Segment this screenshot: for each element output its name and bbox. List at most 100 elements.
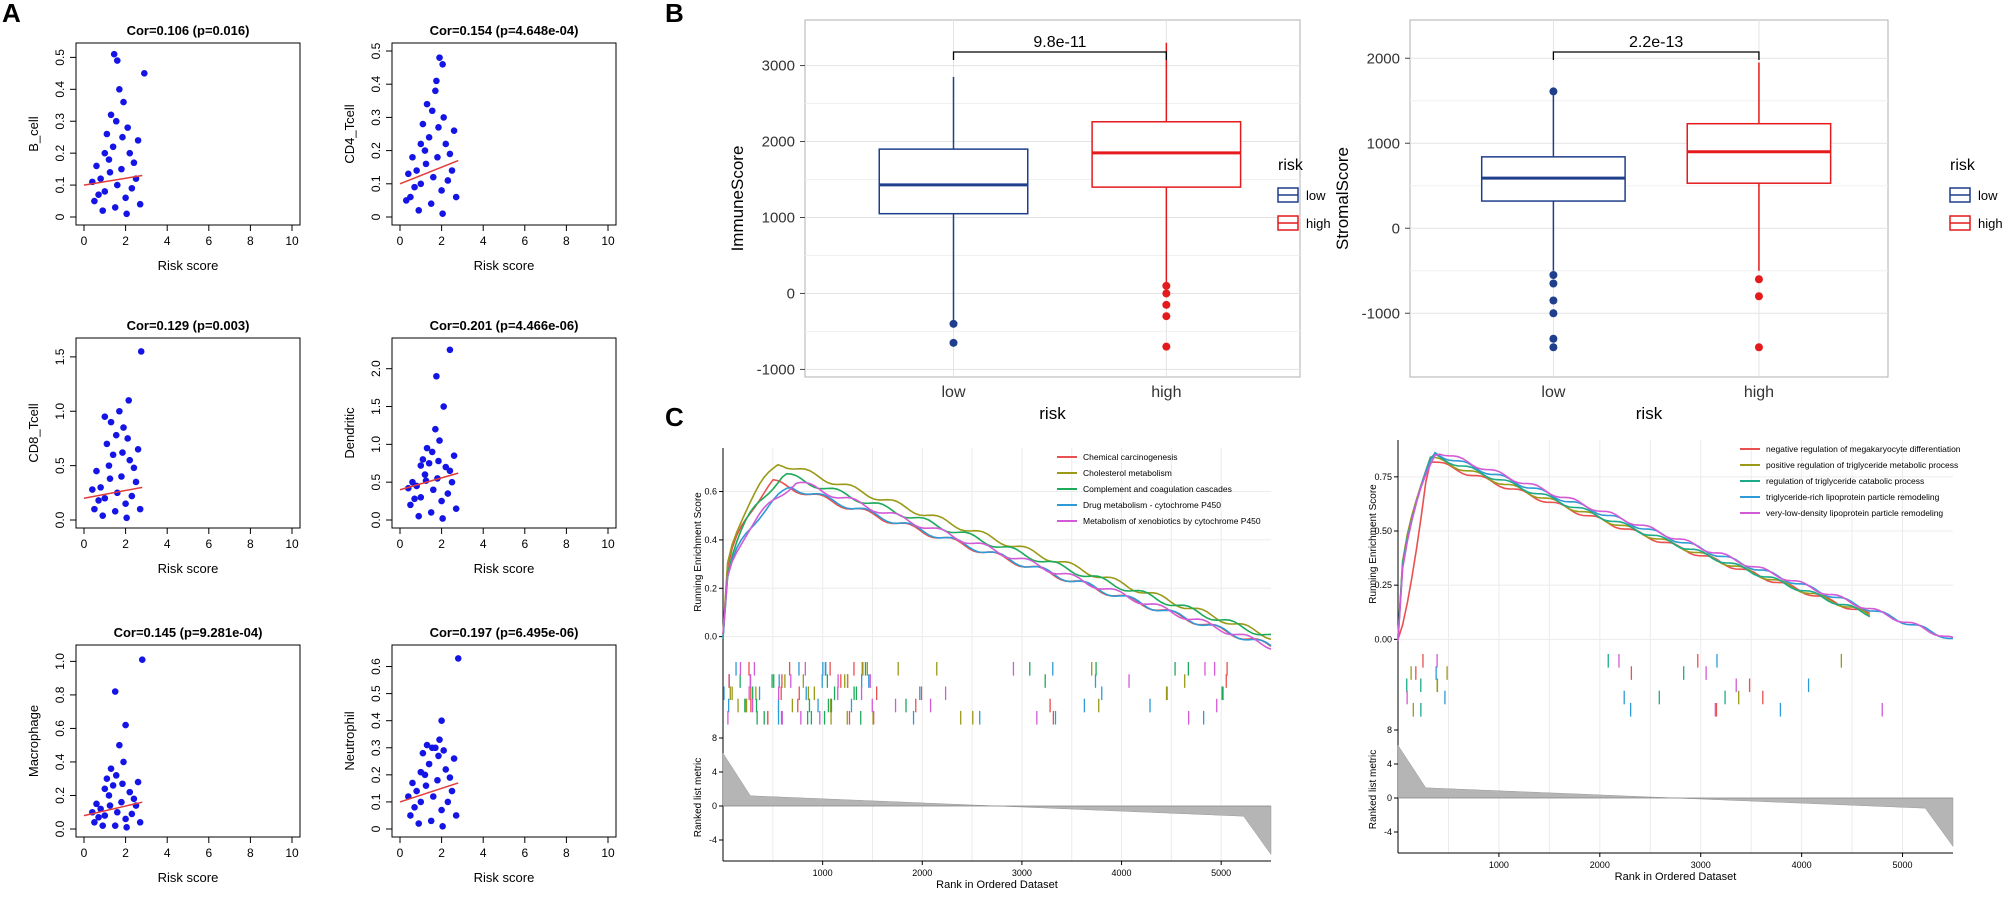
plot-title: Cor=0.106 (p=0.016) [127, 23, 250, 38]
x-tick-label: high [1744, 384, 1774, 401]
data-point [429, 793, 437, 800]
outlier-point [1162, 342, 1171, 351]
y-tick-label: 4 [712, 767, 717, 777]
data-point [119, 133, 126, 141]
y-tick-label: 0.5 [369, 474, 383, 491]
data-point [422, 160, 430, 168]
x-tick-label: 2 [122, 234, 129, 248]
box-low [878, 148, 1029, 215]
data-point [440, 747, 447, 754]
panel-label-c: C [665, 402, 684, 432]
x-tick-label: 6 [205, 537, 212, 551]
x-tick-label: 4 [164, 846, 171, 860]
data-point [91, 505, 98, 513]
legend-label-low: low [1306, 188, 1326, 203]
y-tick-label: 0 [1392, 220, 1400, 237]
y-tick-label: 0.5 [369, 685, 383, 702]
data-point [428, 744, 436, 752]
trend-line [399, 782, 459, 803]
y-tick-label: 0.3 [369, 109, 383, 126]
data-point [450, 452, 458, 459]
y-axis-label-bottom: Ranked list metric [1368, 750, 1379, 829]
y-tick-label: 1000 [1367, 135, 1400, 152]
x-axis-label: Risk score [158, 258, 219, 273]
y-tick-label: 2.0 [369, 360, 383, 377]
data-point [91, 197, 98, 205]
data-point [434, 153, 441, 161]
x-tick-label: 2 [122, 537, 129, 551]
data-point [122, 194, 129, 202]
x-tick-label: 4 [164, 234, 171, 248]
outlier-point [1549, 334, 1558, 343]
trend-line [83, 486, 143, 499]
data-point [409, 779, 416, 787]
x-tick-label: 2 [438, 537, 445, 551]
scatter-plot-4: Cor=0.201 (p=4.466e-06) 0 2 4 6 8 10 0.0 0.5 1.0 1… [342, 318, 617, 576]
plot-title: Cor=0.154 (p=4.648e-04) [430, 23, 579, 38]
data-point [119, 449, 126, 456]
x-tick-label: low [1541, 384, 1565, 401]
data-point [442, 140, 450, 148]
y-tick-label: 0 [369, 213, 383, 220]
data-point [124, 124, 131, 131]
box-plot-2: -1000 0 1000 2000 low high 2.2e-13 risk StromalS… [1333, 19, 2003, 423]
data-point [436, 54, 443, 61]
x-tick-label: 10 [601, 846, 615, 860]
es-curve-5 [722, 481, 1272, 650]
data-point [419, 456, 427, 463]
data-point [116, 86, 123, 93]
y-axis-label: Macrophage [26, 705, 41, 777]
outlier-point [1162, 300, 1171, 309]
data-point [448, 787, 456, 795]
data-point [411, 804, 418, 811]
legend-label-3: Complement and coagulation cascades [1083, 484, 1232, 494]
y-tick-label: 0 [787, 285, 795, 302]
box-high [1091, 121, 1242, 188]
data-point [125, 397, 133, 404]
scatter-plot-3: Cor=0.129 (p=0.003) 0 2 4 6 8 10 0.0 0.5 1.0 1.5 Ri… [26, 318, 301, 576]
x-tick-label: 2 [122, 846, 129, 860]
data-point [112, 431, 120, 439]
y-tick-label: 0 [369, 825, 383, 832]
legend-label-low: low [1978, 188, 1998, 203]
data-point [439, 60, 446, 68]
data-point [446, 467, 454, 475]
y-axis-label: Neutrophil [342, 711, 357, 770]
y-tick-label: -1000 [757, 361, 795, 378]
data-point [95, 497, 102, 504]
data-point [106, 802, 114, 809]
data-point [118, 798, 125, 806]
x-tick-label: 8 [563, 234, 570, 248]
data-point [119, 780, 126, 788]
data-point [122, 721, 129, 729]
y-tick-label: 0.4 [369, 712, 383, 729]
y-tick-label: -4 [709, 835, 717, 845]
y-tick-label: 0.5 [53, 49, 67, 66]
x-tick-label: 10 [601, 234, 615, 248]
data-point [438, 806, 445, 814]
data-point [438, 497, 445, 505]
x-tick-label: 10 [601, 537, 615, 551]
x-tick-label: 5000 [1893, 860, 1913, 870]
y-tick-label: 4 [1387, 759, 1392, 769]
data-point [130, 464, 138, 472]
data-point [113, 808, 121, 816]
y-tick-label: 1000 [762, 209, 795, 226]
data-point [107, 111, 115, 119]
data-point [423, 100, 431, 108]
data-point [428, 107, 436, 115]
data-point [417, 768, 425, 776]
legend-label-5: Metabolism of xenobiotics by cytochrome … [1083, 516, 1261, 526]
y-tick-label: 0.6 [369, 658, 383, 675]
y-tick-label: 0.0 [53, 820, 67, 837]
es-curve-1 [1397, 461, 1871, 640]
data-point [106, 475, 114, 482]
data-point [97, 484, 104, 491]
data-point [429, 173, 437, 181]
y-tick-label: 0.6 [53, 720, 67, 737]
y-tick-label: 0.5 [53, 457, 67, 474]
y-axis-label: Dendritic [342, 407, 357, 459]
box-high [1686, 122, 1832, 184]
data-point [105, 156, 113, 163]
